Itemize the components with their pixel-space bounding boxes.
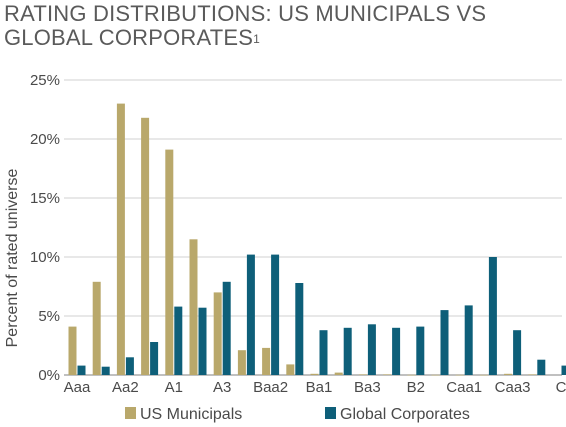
us-municipals-bar-b3 [431,374,440,376]
global-corporates-bar-aa3 [150,342,159,375]
x-tick-label: A1 [165,379,183,396]
global-corporates-bar-baa1 [246,254,255,375]
x-tick-label: Caa1 [446,379,482,396]
us-municipals-bar-aa1 [92,281,101,375]
global-corporates-bar-a2 [198,307,207,375]
global-corporates-bar-b3 [440,310,449,375]
global-corporates-bar-caa2 [488,257,497,375]
global-corporates-bar-b2 [416,326,425,375]
us-municipals-bar-a3 [213,292,222,375]
title-footnote-marker: 1 [253,32,261,46]
us-municipals-bar-aa2 [116,103,125,375]
us-municipals-bar-aaa [68,326,77,375]
gridlines [64,79,562,376]
us-municipals-bar-baa1 [237,350,246,375]
us-municipals-bar-baa2 [262,347,271,375]
us-municipals-bar-caa2 [479,374,488,376]
legend-label: Global Corporates [340,406,470,423]
us-municipals-bar-a1 [165,149,174,375]
global-corporates-bar-ba2 [343,327,352,375]
x-tick-label: Aa2 [112,379,139,396]
legend-swatch [325,407,336,419]
x-axis-ticks: Aaa Aa2 A1 A3 Baa2 Ba1 Ba3 B2 Caa1 Caa3 C [64,379,566,396]
us-municipals-bar-ba1 [310,373,319,375]
us-municipals-bar-ba2 [334,372,343,375]
x-tick-label: A3 [213,379,231,396]
global-corporates-bar-ba3 [367,324,376,375]
global-corporates-bar-baa2 [271,254,280,375]
y-tick-label: 0% [38,367,60,384]
us-municipals-bar-b1 [383,374,392,375]
bars [68,103,566,376]
legend-swatch [125,407,136,419]
global-corporates-bar-caa1 [464,305,473,375]
chart-title-text: RATING DISTRIBUTIONS: US MUNICIPALS VS G… [4,1,487,50]
us-municipals-bar-baa3 [286,364,295,375]
global-corporates-bar-baa3 [295,283,304,375]
x-tick-label: C [556,379,566,396]
global-corporates-bar-aaa [77,365,86,375]
y-tick-label: 25% [30,72,60,89]
global-corporates-bar-ba1 [319,330,328,375]
y-tick-label: 15% [30,190,60,207]
us-municipals-bar-caa1 [455,374,464,376]
global-corporates-bar-a1 [174,306,183,375]
y-tick-label: 10% [30,249,60,266]
global-corporates-bar-ca [537,359,546,375]
us-municipals-bar-ba3 [358,374,367,375]
us-municipals-bar-a2 [189,239,198,375]
us-municipals-bar-aa3 [141,117,150,376]
global-corporates-bar-aa2 [125,357,134,375]
x-tick-label: Ba3 [354,379,381,396]
x-tick-label: B2 [407,379,425,396]
us-municipals-bar-ca [528,374,537,375]
y-tick-label: 20% [30,131,60,148]
x-tick-label: Caa3 [495,379,531,396]
y-axis-title: Percent of rated universe [4,169,21,348]
y-tick-label: 5% [38,308,60,325]
legend: US Municipals Global Corporates [125,406,470,423]
x-tick-label: Ba1 [306,379,333,396]
chart-title: RATING DISTRIBUTIONS: US MUNICIPALS VS G… [4,2,560,50]
us-municipals-bar-caa3 [504,373,513,375]
x-tick-label: Baa2 [253,379,288,396]
us-municipals-bar-b2 [407,374,416,376]
x-tick-label: Aaa [64,379,91,396]
global-corporates-bar-aa1 [101,366,110,375]
global-corporates-bar-a3 [222,281,231,375]
legend-label: US Municipals [140,406,242,423]
global-corporates-bar-b1 [392,327,401,375]
global-corporates-bar-caa3 [513,330,522,375]
y-axis-ticks: 0% 5% 10% 15% 20% 25% [30,72,60,384]
global-corporates-bar-c [561,365,566,375]
